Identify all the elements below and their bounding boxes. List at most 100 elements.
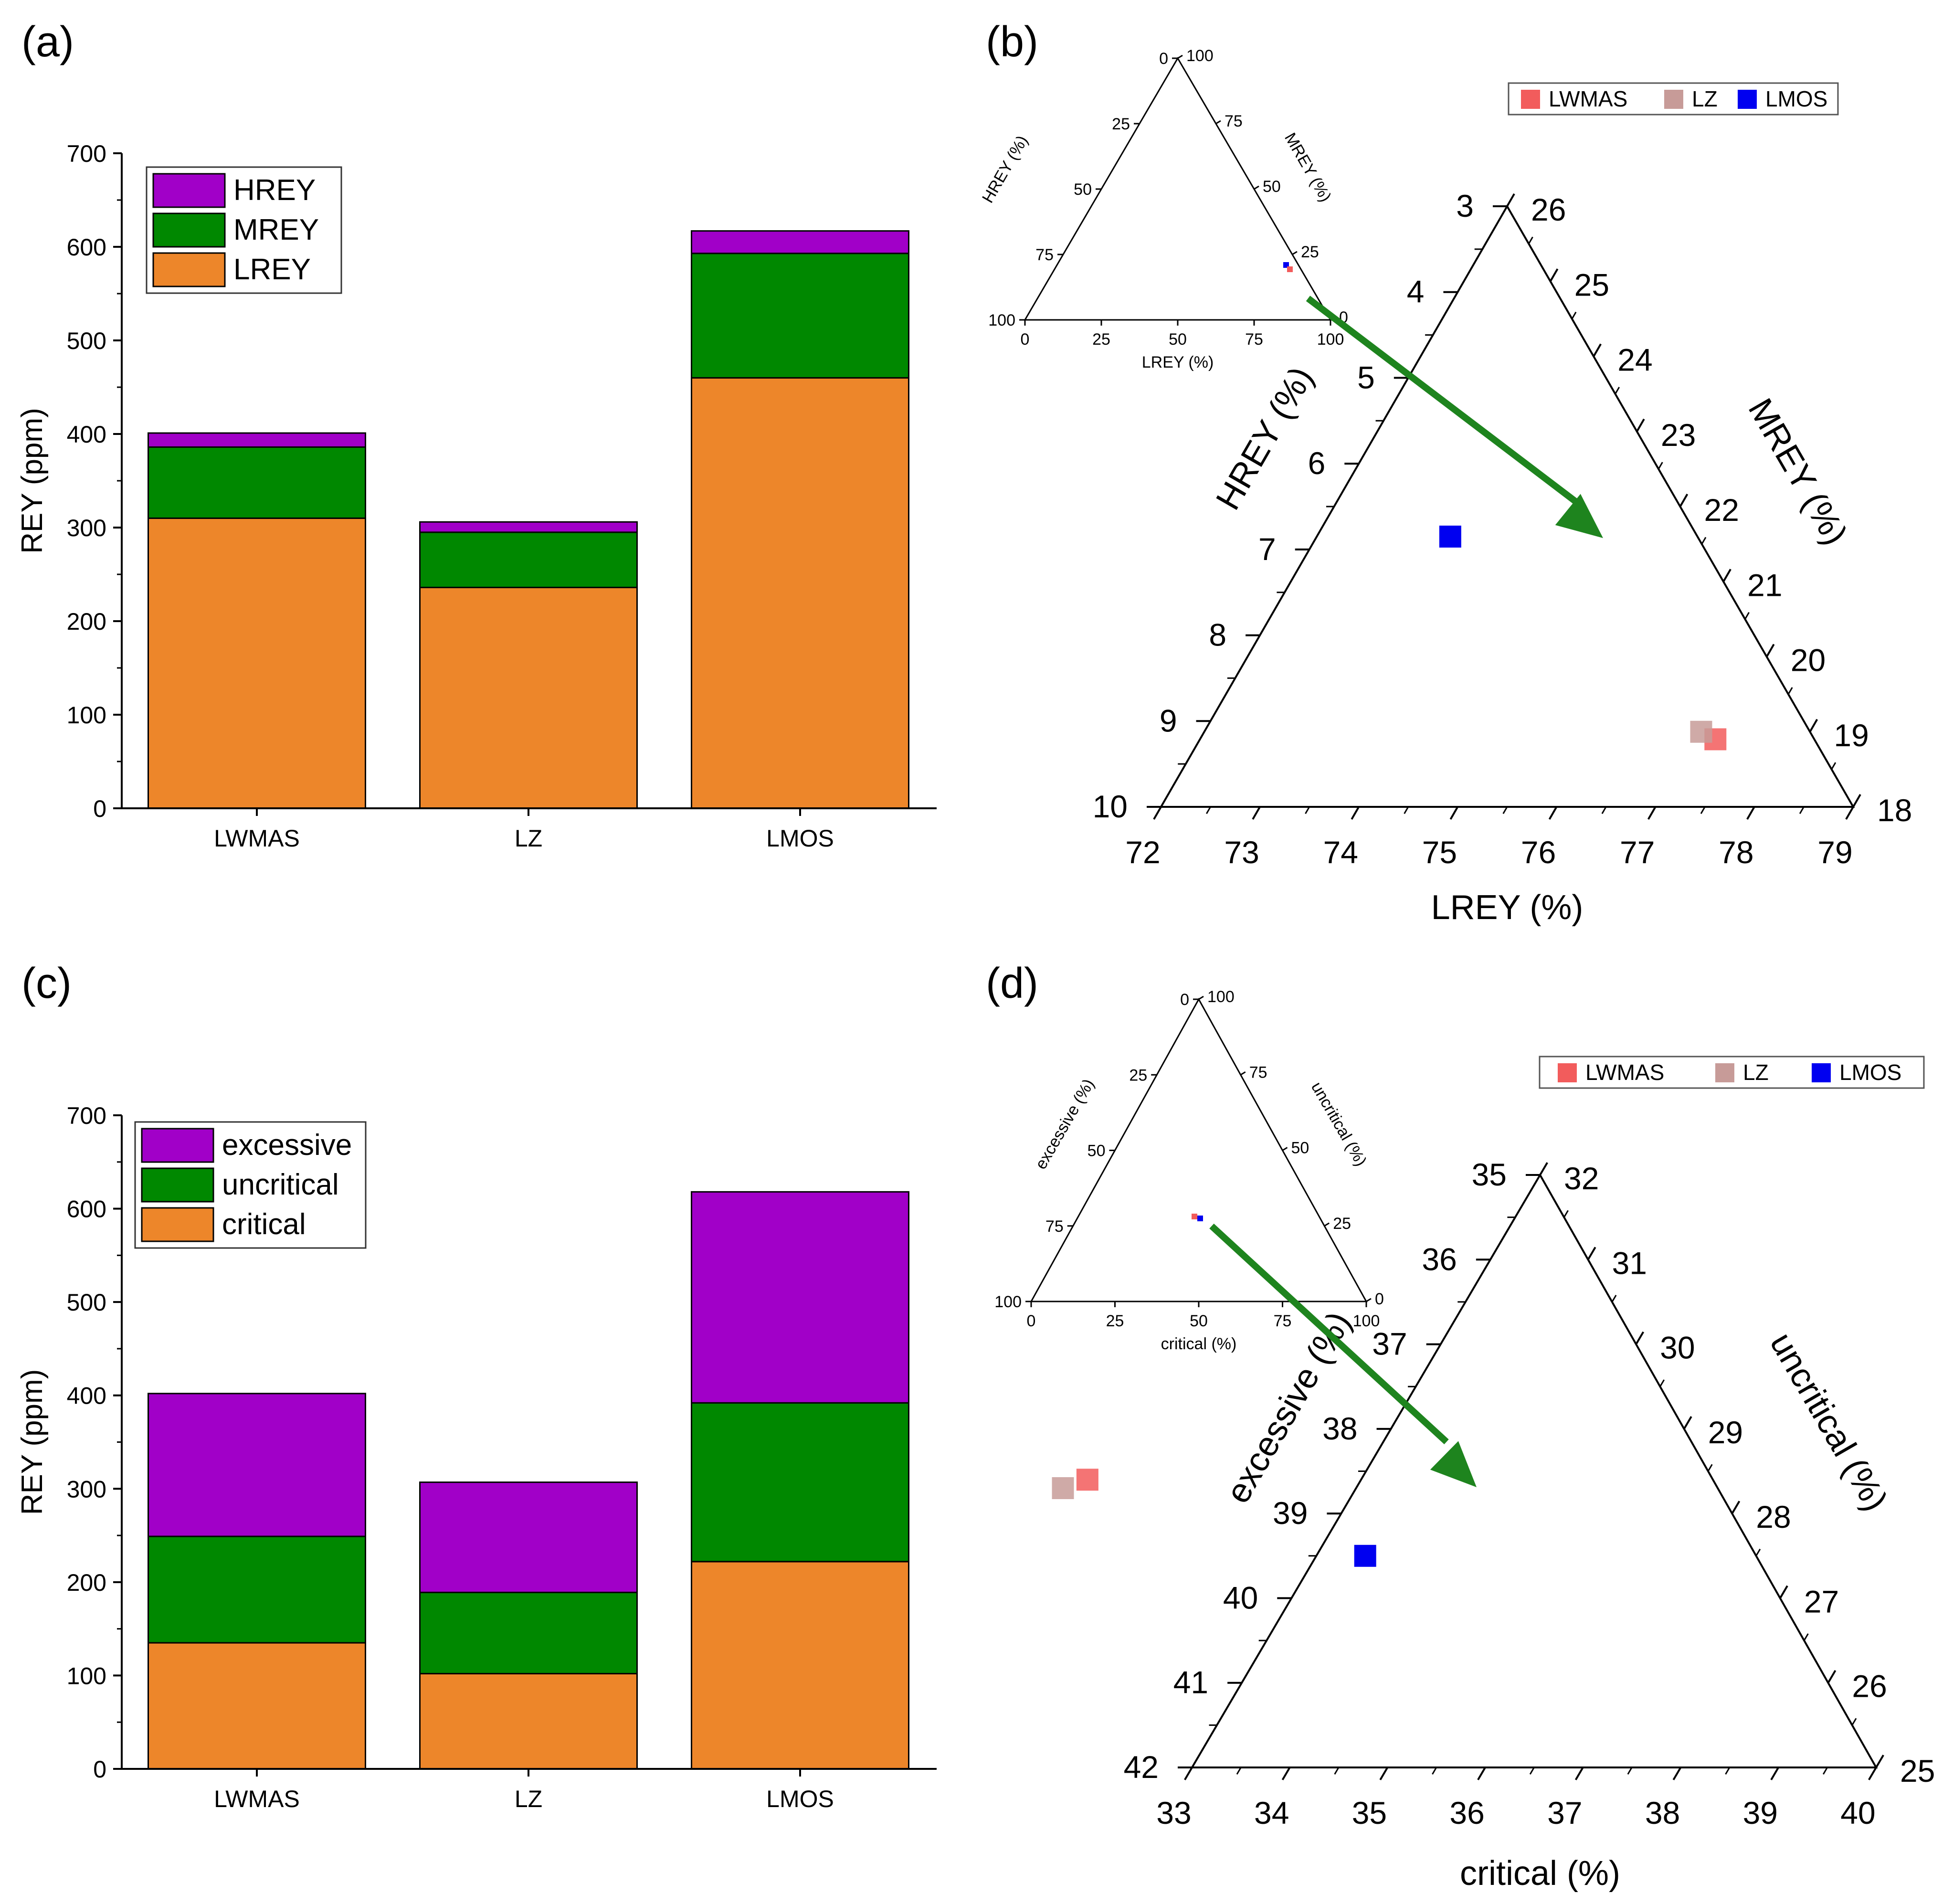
bar-lz-mrey — [419, 531, 638, 588]
tick-label-bottom: 40 — [1840, 1795, 1875, 1830]
inset-tick-label-right: 25 — [1333, 1215, 1351, 1233]
tick-bottom — [1746, 806, 1755, 820]
y-tick-label: 400 — [67, 1383, 106, 1409]
legend-label-mrey: MREY — [233, 213, 319, 246]
tick-right — [1683, 1416, 1692, 1429]
minor-tick-right — [1744, 612, 1750, 620]
inset-tick-right — [1324, 1222, 1330, 1227]
minor-tick-right — [1701, 537, 1707, 545]
axis-title-bottom: LREY (%) — [1431, 889, 1584, 927]
tick-label-left: 6 — [1308, 445, 1326, 481]
y-tick-label: 400 — [67, 421, 106, 448]
tick-label-right: 26 — [1852, 1669, 1887, 1704]
tick-label-right: 19 — [1834, 718, 1869, 753]
x-tick-label: LWMAS — [214, 825, 300, 852]
tick-right — [1679, 494, 1689, 507]
minor-tick-bottom — [1334, 1767, 1340, 1775]
y-tick-label: 100 — [67, 702, 106, 729]
inset-tick-label-bottom: 0 — [1021, 330, 1030, 349]
tick-label-bottom: 33 — [1156, 1795, 1191, 1830]
minor-tick-right — [1571, 311, 1577, 319]
tick-label-bottom: 73 — [1224, 835, 1259, 870]
tick-label-left: 38 — [1322, 1411, 1357, 1446]
tick-label-bottom: 77 — [1620, 835, 1655, 870]
minor-tick-bottom — [1601, 806, 1607, 814]
y-tick-label: 300 — [67, 515, 106, 541]
tick-label-right: 31 — [1612, 1245, 1647, 1280]
legend-label-lz: LZ — [1743, 1060, 1769, 1085]
inset-tick-label-right: 100 — [1186, 47, 1214, 65]
tick-label-right: 24 — [1617, 342, 1652, 378]
legend-swatch-lrey — [152, 252, 226, 287]
bar-lmos-mrey — [691, 253, 909, 379]
bar-lwmas-excessive — [148, 1393, 366, 1537]
minor-tick-bottom — [1206, 806, 1211, 814]
tick-right — [1549, 268, 1559, 282]
y-tick-label: 600 — [67, 234, 106, 261]
tick-right — [1827, 1670, 1837, 1683]
inset-tick-label-bottom: 25 — [1092, 330, 1110, 349]
tick-right — [1722, 569, 1731, 582]
panel-label: (a) — [21, 18, 74, 66]
y-tick-label: 700 — [67, 140, 106, 167]
minor-tick-bottom — [1822, 1767, 1828, 1775]
tick-label-right: 20 — [1791, 643, 1826, 678]
tick-bottom — [1574, 1766, 1584, 1780]
tick-label-left: 39 — [1273, 1495, 1308, 1531]
minor-tick-right — [1528, 236, 1533, 244]
tick-label-bottom: 74 — [1323, 835, 1358, 870]
tick-label-right: 32 — [1564, 1161, 1599, 1196]
y-tick-label: 500 — [67, 1289, 106, 1316]
y-tick-label: 500 — [67, 328, 106, 354]
zoom-arrow-head — [1555, 494, 1603, 538]
inset-tick-label-right: 50 — [1291, 1139, 1309, 1157]
axis-title-left: HREY (%) — [1209, 360, 1321, 516]
bar-lz-uncritical — [419, 1591, 638, 1675]
inset-tick-label-left: 25 — [1129, 1066, 1147, 1084]
inset-tick-label-left: 50 — [1087, 1142, 1106, 1160]
bar-lmos-hrey — [691, 230, 909, 254]
legend-marker-lwmas — [1558, 1063, 1577, 1082]
tick-right — [1506, 193, 1515, 207]
inset-tick-label-bottom: 25 — [1106, 1312, 1124, 1330]
minor-tick-right — [1831, 762, 1837, 770]
inset-title-bottom: LREY (%) — [1142, 353, 1214, 371]
inset-tick-right — [1254, 185, 1259, 190]
legend-label-hrey: HREY — [233, 174, 316, 207]
tick-bottom — [1548, 806, 1558, 820]
legend-label-lrey: LREY — [233, 253, 311, 286]
bar-lmos-lrey — [691, 377, 909, 809]
legend-label-lmos: LMOS — [1765, 86, 1827, 111]
inset-tick-label-bottom: 50 — [1190, 1312, 1208, 1330]
y-tick-label: 200 — [67, 1569, 106, 1596]
tick-label-left: 35 — [1472, 1157, 1507, 1192]
ternary-frame — [1159, 204, 1855, 808]
tick-label-right: 18 — [1877, 793, 1912, 828]
inset-tick-label-bottom: 75 — [1274, 1312, 1292, 1330]
panel-label: (c) — [21, 960, 72, 1007]
legend-marker-lwmas — [1521, 90, 1540, 109]
y-tick-label: 700 — [67, 1102, 106, 1129]
minor-tick-right — [1755, 1548, 1761, 1556]
tick-label-left: 5 — [1357, 360, 1375, 395]
inset-tick-right — [1240, 1071, 1246, 1076]
tick-right — [1809, 719, 1818, 732]
tick-right — [1779, 1585, 1788, 1599]
inset-tick-label-bottom: 0 — [1027, 1312, 1036, 1330]
legend-swatch-uncritical — [141, 1167, 214, 1203]
bar-lwmas-lrey — [148, 517, 366, 809]
inset-title-right: uncritical (%) — [1308, 1079, 1370, 1169]
x-tick-label: LZ — [515, 825, 542, 852]
inset-tick-label-left: 100 — [988, 311, 1015, 329]
tick-label-left: 10 — [1093, 789, 1128, 824]
legend-label-lmos: LMOS — [1839, 1060, 1901, 1085]
legend-label-critical: critical — [222, 1208, 306, 1241]
legend-label-lwmas: LWMAS — [1549, 86, 1627, 111]
tick-label-left: 8 — [1209, 617, 1226, 653]
tick-right — [1636, 418, 1645, 432]
minor-tick-right — [1803, 1633, 1809, 1641]
tick-label-left: 41 — [1173, 1665, 1208, 1700]
minor-tick-bottom — [1502, 806, 1508, 814]
inset-title-bottom: critical (%) — [1161, 1335, 1237, 1353]
y-tick-label: 0 — [93, 1756, 106, 1783]
